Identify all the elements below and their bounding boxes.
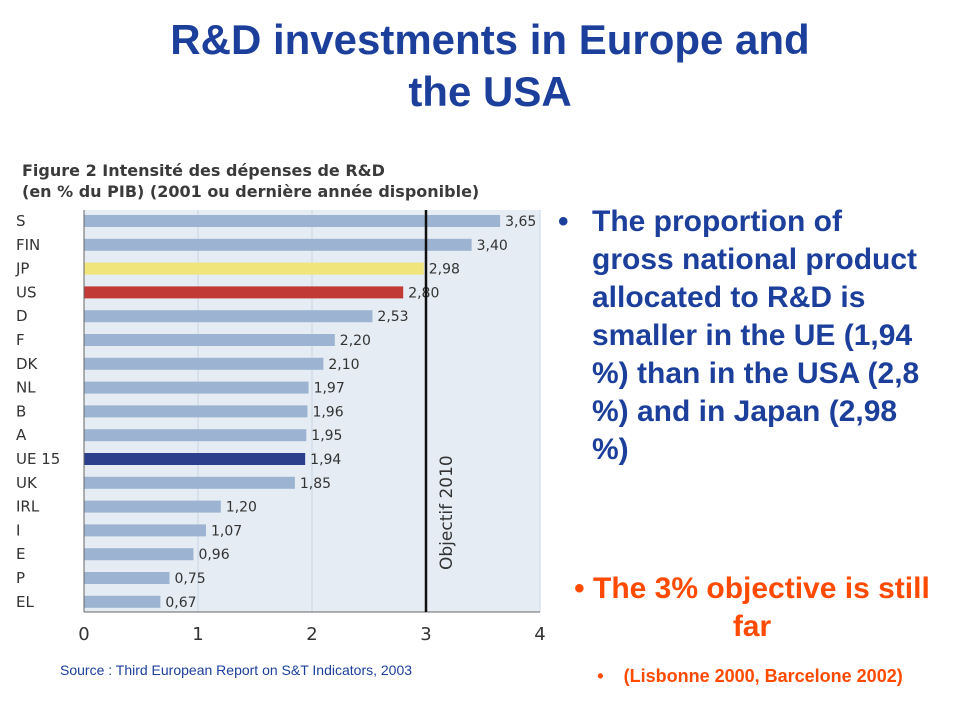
bar: [84, 429, 307, 442]
bar: [84, 286, 404, 299]
value-label: 0,67: [165, 595, 196, 611]
bar: [84, 334, 335, 346]
bullet-note-text: (Lisbonne 2000, Barcelone 2002): [623, 666, 903, 686]
bar: [84, 238, 472, 251]
bar: [84, 500, 221, 513]
x-tick-label: 4: [534, 624, 545, 645]
category-label: P: [16, 569, 25, 587]
category-label: S: [16, 212, 26, 230]
category-label: B: [16, 402, 26, 420]
bullet-note: • (Lisbonne 2000, Barcelone 2002): [597, 666, 903, 686]
bullet-main: • The proportion of gross national produ…: [558, 203, 928, 469]
bar: [84, 572, 170, 584]
value-label: 1,96: [312, 404, 343, 420]
objective-label: Objectif 2010: [437, 455, 457, 570]
bullet-list: • The proportion of gross national produ…: [558, 203, 928, 469]
value-label: 1,94: [310, 452, 341, 468]
value-label: 3,65: [505, 214, 536, 230]
bar: [84, 405, 308, 418]
category-label: FIN: [16, 236, 40, 254]
value-label: 2,53: [377, 309, 408, 325]
value-label: 1,95: [311, 428, 342, 444]
slide-title: R&D investments in Europe and the USA: [170, 16, 810, 115]
bullet-dot-icon: •: [558, 205, 569, 238]
value-label: 0,96: [198, 547, 229, 563]
value-label: 2,98: [429, 262, 460, 278]
bar: [84, 595, 161, 608]
value-label: 1,97: [314, 381, 345, 397]
bar-chart: S 3,65 FIN 3,40 JP 2,98 US 2,80 D 2,53 F 2,20 DK 2,10…: [15, 210, 546, 645]
bar: [84, 262, 424, 275]
x-tick-label: 0: [78, 624, 89, 645]
bullet-main-text: The proportion of gross national product…: [592, 205, 920, 466]
bar: [84, 453, 306, 465]
value-label: 2,20: [340, 333, 371, 349]
x-tick-label: 3: [420, 624, 431, 645]
category-label: EL: [16, 593, 34, 611]
bar: [84, 524, 206, 537]
bar: [84, 381, 309, 394]
category-label: NL: [16, 379, 36, 397]
value-label: 1,07: [211, 523, 242, 539]
category-label: UK: [16, 474, 38, 492]
source-note: Source : Third European Report on S&T In…: [60, 662, 413, 678]
bullet-objective: • The 3% objective is still far: [574, 572, 930, 643]
category-label: D: [16, 307, 28, 325]
category-label: E: [16, 545, 25, 563]
category-label: F: [16, 331, 25, 349]
category-label: A: [16, 426, 27, 444]
bar: [84, 215, 501, 227]
value-label: 2,10: [328, 357, 359, 373]
bar: [84, 310, 373, 323]
value-label: 0,75: [175, 571, 206, 587]
figure-title: Figure 2 Intensité des dépenses de R&D (…: [22, 161, 480, 201]
x-tick-label: 2: [306, 624, 317, 645]
value-label: 1,20: [226, 500, 257, 516]
x-tick-label: 1: [192, 624, 203, 645]
category-label: US: [16, 283, 37, 301]
category-label: DK: [16, 355, 39, 373]
category-label: I: [16, 521, 20, 539]
bar: [84, 548, 194, 561]
bullet-objective-text: The 3% objective is still far: [593, 572, 930, 643]
category-label: IRL: [16, 498, 40, 516]
category-label: UE 15: [16, 450, 60, 468]
bar: [84, 357, 324, 370]
value-label: 3,40: [477, 238, 508, 254]
category-label: JP: [15, 260, 29, 278]
bar: [84, 476, 295, 489]
value-label: 2,80: [408, 285, 439, 301]
value-label: 1,85: [300, 476, 331, 492]
